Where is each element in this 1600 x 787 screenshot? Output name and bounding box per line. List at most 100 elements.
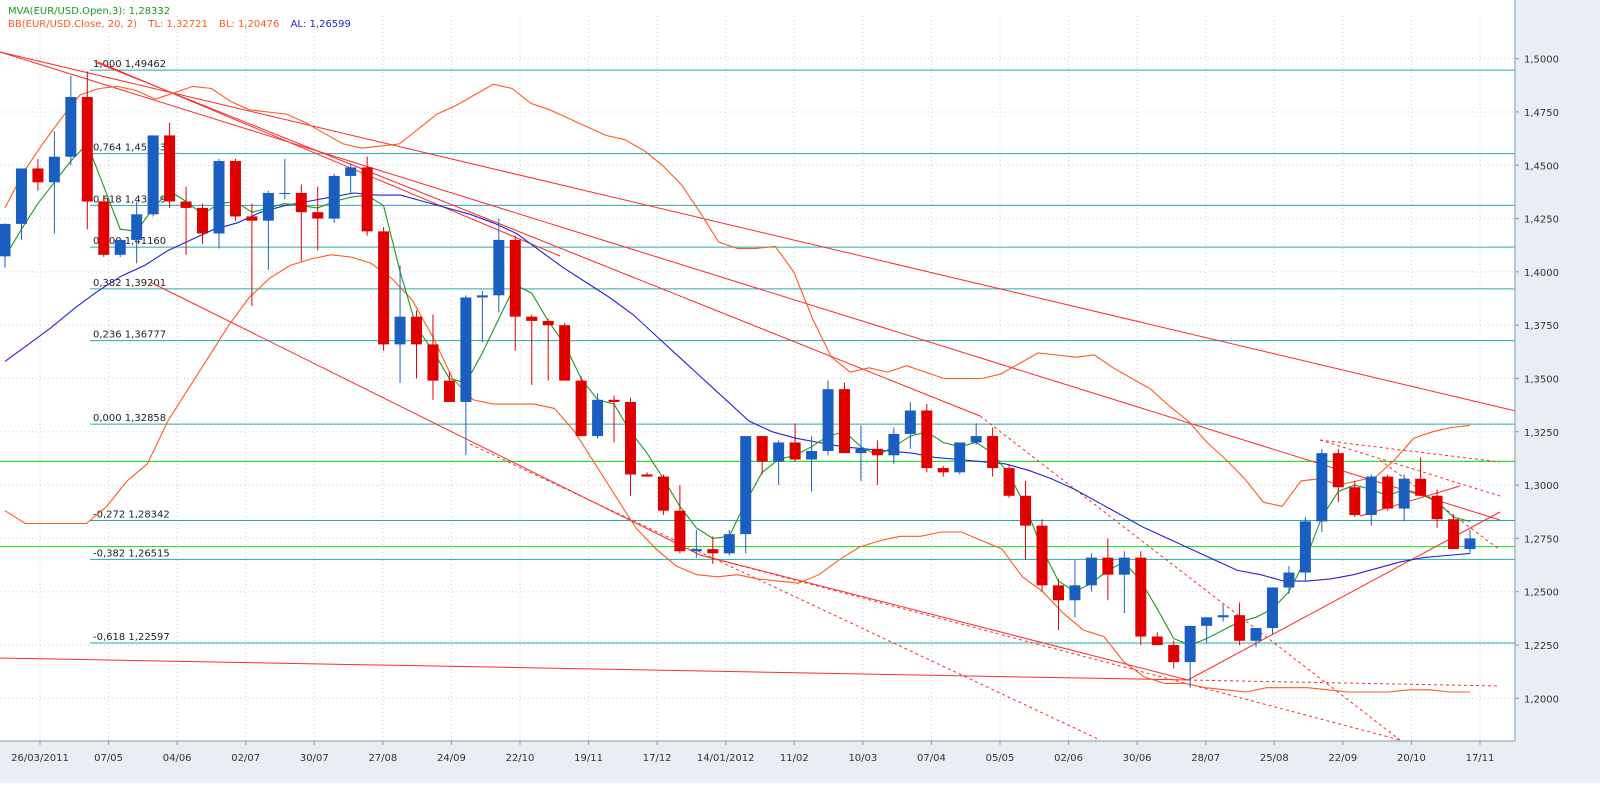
candle-body (1217, 615, 1229, 618)
candle (1168, 640, 1180, 669)
bb-legend-bl: BL: 1,20476 (219, 19, 279, 30)
candle (641, 472, 653, 477)
x-tick-label: 19/11 (574, 753, 603, 764)
candle-body (871, 448, 883, 456)
candle-body (164, 135, 176, 202)
candle (1201, 617, 1213, 643)
candle (657, 474, 669, 515)
candle (1085, 553, 1097, 592)
candle-body (773, 442, 785, 462)
candle-body (180, 201, 192, 208)
candle (197, 203, 209, 245)
candle (345, 163, 357, 193)
candle (295, 184, 307, 262)
candle-body (526, 316, 538, 321)
candle (81, 71, 93, 230)
trend-line (1319, 439, 1501, 497)
candle-body (345, 167, 357, 176)
y-tick-label: 1,2250 (1524, 641, 1559, 652)
candle-body (262, 192, 274, 221)
candle (625, 397, 637, 496)
candle-body (493, 239, 505, 296)
bb-legend-tl: TL: 1,32721 (147, 19, 208, 30)
candle-body (1250, 627, 1262, 641)
bb-lower-band (4, 254, 1470, 693)
candle-body (279, 192, 291, 194)
candle-body (592, 399, 604, 437)
fib-level-label: 0,618 1,43119 (93, 194, 166, 205)
fib-level-label: -0,382 1,26515 (93, 548, 170, 559)
candle-body (625, 401, 637, 475)
candle-body (32, 168, 44, 183)
fib-level-label: 0,000 1,32858 (93, 413, 166, 424)
candle (15, 168, 27, 240)
y-tick-label: 1,3250 (1524, 428, 1559, 439)
trend-line (1187, 679, 1501, 687)
candle-body (1398, 478, 1410, 509)
candle (328, 173, 340, 223)
candle-body (1102, 557, 1114, 575)
candle (1003, 463, 1015, 498)
candle-body (822, 389, 834, 451)
candle (32, 158, 44, 191)
candle (65, 75, 77, 166)
candle (0, 223, 11, 268)
candle (411, 310, 423, 379)
candle (674, 485, 686, 554)
candles (0, 71, 1476, 688)
candle-body (641, 474, 653, 477)
trend-line (0, 51, 1501, 521)
x-tick-label: 02/07 (231, 753, 260, 764)
candle (806, 436, 818, 492)
candle-body (1415, 478, 1427, 496)
candle-body (921, 410, 933, 469)
x-tick-label: 04/06 (163, 753, 192, 764)
candle (1250, 627, 1262, 648)
candle-body (674, 510, 686, 552)
fib-level-label: 0,500 1,41160 (93, 236, 166, 247)
candle-body (98, 201, 110, 255)
candle (838, 382, 850, 454)
candle-body (361, 167, 373, 232)
candle (1448, 514, 1460, 550)
y-tick-label: 1,3750 (1524, 321, 1559, 332)
candle (443, 372, 455, 402)
candle (1102, 538, 1114, 601)
candle-body (1349, 487, 1361, 515)
candle-body (509, 239, 521, 317)
x-tick-label: 07/05 (94, 753, 123, 764)
fibonacci-levels: 1,000 1,49462 0,764 1,45543 0,618 1,43119 0… (90, 59, 1515, 644)
y-tick-label: 1,2000 (1524, 694, 1559, 705)
candle-body (707, 549, 719, 554)
candle (1052, 578, 1064, 631)
candle (114, 237, 126, 257)
x-tick-label: 20/10 (1397, 753, 1426, 764)
candle (592, 393, 604, 439)
candle-body (1184, 625, 1196, 663)
trend-line (469, 443, 1101, 741)
candle-body (855, 448, 867, 454)
x-tick-label: 24/09 (437, 753, 466, 764)
candle-body (48, 156, 60, 183)
candle (559, 323, 571, 381)
grid (0, 16, 1515, 741)
candle-body (460, 297, 472, 402)
candle (970, 423, 982, 445)
candle (1151, 632, 1163, 646)
candle-body (81, 97, 93, 202)
candle-body (427, 344, 439, 381)
candle (1266, 587, 1278, 635)
trend-line (1187, 511, 1501, 681)
trend-line (699, 554, 1189, 681)
candle (509, 235, 521, 351)
candle (229, 158, 241, 221)
x-tick-label: 22/09 (1328, 753, 1357, 764)
trend-line (94, 61, 981, 417)
candle-body (970, 436, 982, 443)
candle-body (1168, 645, 1180, 663)
candle-body (1382, 476, 1394, 509)
bb-upper-band (4, 83, 1471, 508)
